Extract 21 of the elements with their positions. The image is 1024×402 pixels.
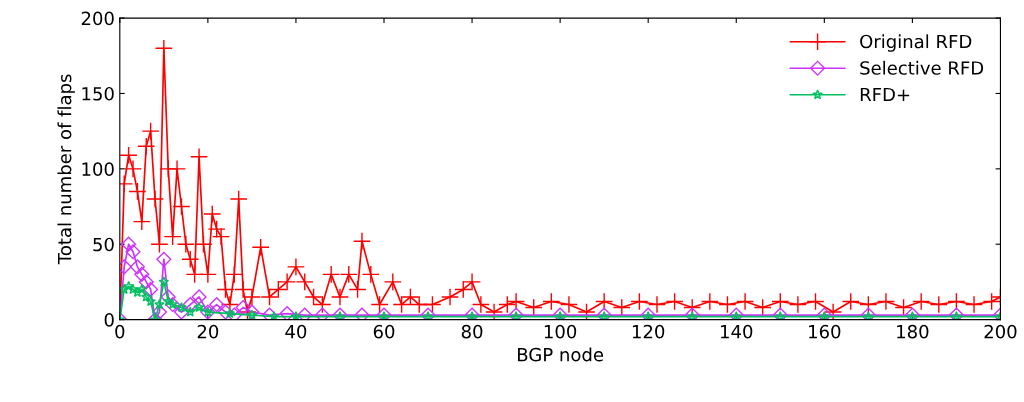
y-tick-label: 50: [93, 237, 114, 252]
x-tick-label: 200: [984, 324, 1017, 339]
legend-label: Selective RFD: [860, 60, 984, 75]
x-tick-label: 160: [809, 324, 841, 339]
legend-label: RFD+: [860, 87, 910, 102]
legend-label: Original RFD: [860, 34, 972, 52]
y-tick-label: 100: [82, 162, 114, 176]
y-tick-label: 150: [82, 86, 114, 101]
x-tick-label: 140: [721, 324, 753, 339]
y-axis-title: Total number of flaps: [57, 74, 75, 265]
x-tick-label: 20: [197, 324, 219, 339]
x-axis-title: BGP node: [518, 347, 604, 362]
x-tick-label: 80: [461, 324, 483, 339]
x-tick-label: 0: [115, 324, 125, 339]
y-tick-label: 0: [104, 313, 114, 327]
x-tick-label: 180: [897, 324, 929, 339]
x-tick-label: 60: [373, 324, 395, 339]
y-tick-label: 200: [81, 11, 114, 26]
x-tick-label: 120: [632, 324, 665, 339]
x-tick-label: 100: [544, 324, 577, 339]
x-tick-label: 40: [285, 324, 307, 339]
